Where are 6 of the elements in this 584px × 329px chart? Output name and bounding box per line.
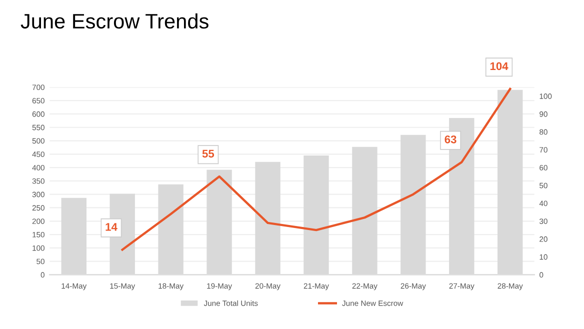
data-label: 63 <box>444 135 456 144</box>
chart-title: June Escrow Trends <box>20 13 208 29</box>
data-label: 55 <box>202 150 214 158</box>
data-label: 14 <box>106 223 118 231</box>
line-series <box>121 88 512 251</box>
data-label: 104 <box>490 62 508 70</box>
